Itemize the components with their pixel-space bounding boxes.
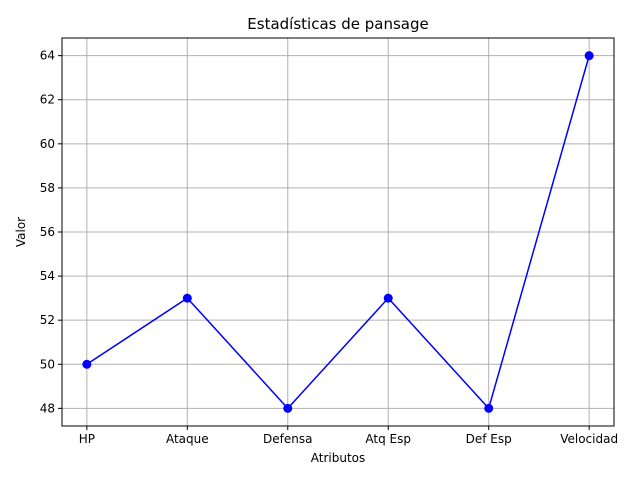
y-tick-label: 64	[40, 49, 55, 63]
y-tick-label: 62	[40, 93, 55, 107]
x-tick-label: Velocidad	[560, 432, 618, 446]
x-axis-label: Atributos	[311, 451, 366, 465]
data-point	[584, 51, 594, 61]
tick-layer: HP Ataque Defensa Atq Esp Def Esp Velocidad 48…	[40, 49, 618, 446]
y-axis-label: Valor	[14, 217, 28, 247]
x-tick-label: Def Esp	[466, 432, 512, 446]
data-point	[82, 359, 92, 369]
x-tick-label: Defensa	[263, 432, 312, 446]
y-tick-label: 58	[40, 181, 55, 195]
y-tick-label: 56	[40, 225, 55, 239]
y-tick-label: 48	[40, 401, 55, 415]
x-tick-label: Ataque	[166, 432, 209, 446]
y-tick-label: 60	[40, 137, 55, 151]
x-tick-label: HP	[79, 432, 95, 446]
data-point	[484, 403, 494, 413]
y-tick-label: 54	[40, 269, 55, 283]
x-tick-label: Atq Esp	[365, 432, 411, 446]
data-point	[383, 293, 393, 303]
chart-title: Estadísticas de pansage	[247, 15, 428, 33]
y-tick-label: 52	[40, 313, 55, 327]
series-line	[86, 55, 590, 410]
y-tick-label: 50	[40, 357, 55, 371]
series-layer	[82, 51, 594, 413]
data-point	[283, 403, 293, 413]
data-point	[182, 293, 192, 303]
grid-layer	[62, 38, 614, 426]
